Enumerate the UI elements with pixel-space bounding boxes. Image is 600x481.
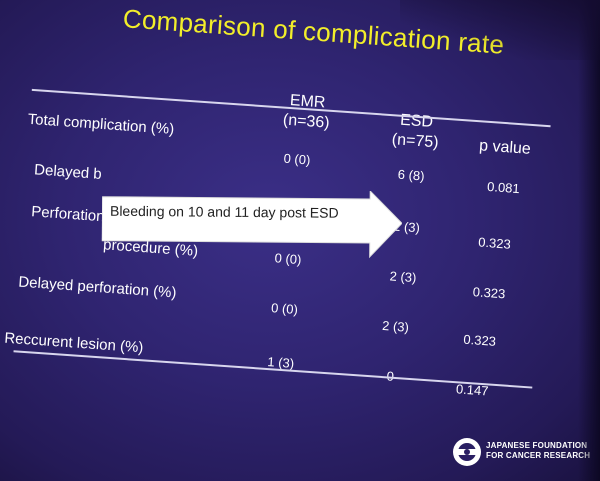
emr-n: (n=36) bbox=[282, 111, 331, 132]
cell-total-emr: 0 (0) bbox=[283, 150, 311, 168]
row-label-total: Total complication (%) bbox=[27, 110, 175, 138]
room-corner-shadow bbox=[400, 0, 600, 60]
esd-n: (n=75) bbox=[391, 131, 440, 152]
row-label-delayed-perforation: Delayed perforation (%) bbox=[17, 273, 178, 302]
foundation-logo: JAPANESE FOUNDATION FOR CANCER RESEARCH bbox=[452, 435, 592, 475]
cell-total-p: 0.081 bbox=[486, 178, 521, 197]
callout-text: Bleeding on 10 and 11 day post ESD bbox=[109, 202, 339, 221]
foundation-logo-text: JAPANESE FOUNDATION FOR CANCER RESEARCH bbox=[486, 441, 590, 461]
cell-perf-p: 0.323 bbox=[472, 284, 506, 302]
logo-line1: JAPANESE FOUNDATION bbox=[486, 441, 588, 450]
cell-total-esd: 6 (8) bbox=[397, 166, 426, 184]
cell-dperf-p: 0.323 bbox=[462, 331, 497, 349]
column-header-p: p value bbox=[478, 137, 532, 158]
cell-bleed-p: 0.323 bbox=[477, 234, 512, 252]
cell-dperf-emr: 0 (0) bbox=[270, 300, 299, 318]
column-header-emr: EMR (n=36) bbox=[276, 90, 339, 134]
arrow-shape-icon bbox=[101, 189, 403, 259]
cell-perf-esd: 2 (3) bbox=[389, 268, 417, 286]
logo-line2: FOR CANCER RESEARCH bbox=[486, 451, 591, 460]
room-edge-shadow bbox=[578, 0, 600, 481]
cell-dperf-esd: 2 (3) bbox=[381, 317, 410, 335]
callout-arrow: Bleeding on 10 and 11 day post ESD bbox=[101, 189, 403, 259]
row-label-delayed-bleeding: Delayed b bbox=[33, 161, 103, 183]
foundation-logo-icon bbox=[453, 438, 481, 466]
